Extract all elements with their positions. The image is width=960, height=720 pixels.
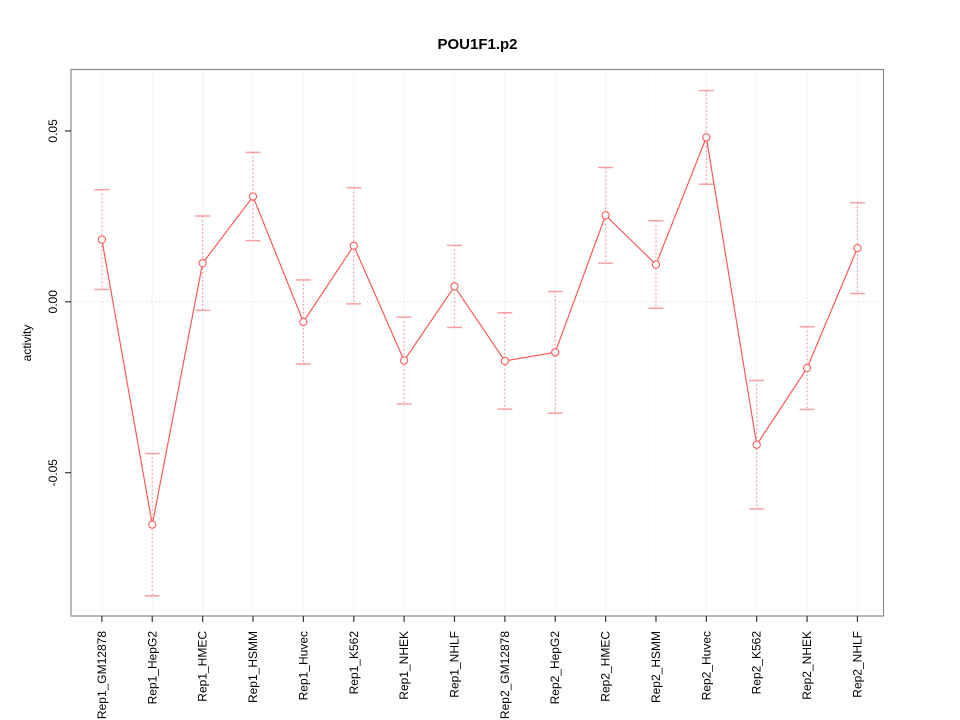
x-tick-label: Rep2_K562 (750, 631, 764, 695)
x-tick-label: Rep1_K562 (347, 631, 361, 695)
data-point-marker (651, 260, 661, 269)
x-tick-label: Rep2_Huvec (699, 631, 713, 700)
x-tick-label: Rep2_HepG2 (548, 631, 562, 705)
data-point-marker (399, 356, 409, 365)
x-tick-label: Rep2_NHEK (800, 631, 814, 700)
data-point-marker (148, 520, 157, 529)
data-point-marker (500, 356, 510, 366)
x-tick-label: Rep1_HepG2 (145, 631, 159, 705)
data-point-marker (198, 259, 207, 268)
x-tick-label: Rep1_HMEC (196, 631, 210, 702)
data-point-marker (248, 192, 258, 201)
y-tick-label: -0.05 (46, 459, 60, 487)
data-point-marker (752, 440, 761, 449)
x-tick-label: Rep1_GM12878 (95, 631, 109, 719)
x-tick-label: Rep2_HSMM (649, 631, 663, 703)
x-tick-label: Rep1_NHLF (447, 631, 461, 698)
data-point-marker (551, 348, 560, 357)
chart-title: POU1F1.p2 (437, 36, 518, 53)
y-tick-label: 0.00 (46, 290, 60, 314)
x-tick-label: Rep2_NHLF (850, 631, 864, 698)
y-tick-label: 0.05 (46, 119, 60, 143)
data-point-marker (853, 243, 862, 253)
data-point-marker (299, 317, 308, 327)
plot-border (70, 68, 885, 617)
x-tick-label: Rep1_Huvec (296, 631, 310, 700)
data-point-marker (349, 241, 358, 250)
data-point-marker (802, 363, 812, 373)
series-line (101, 135, 859, 525)
x-tick-label: Rep1_NHEK (397, 631, 411, 700)
data-point-marker (601, 211, 610, 220)
x-tick-label: Rep2_HMEC (599, 631, 613, 702)
data-point-marker (97, 235, 107, 244)
x-tick-label: Rep1_HSMM (246, 631, 260, 703)
data-point-marker (702, 133, 711, 142)
data-point-marker (450, 282, 459, 291)
x-tick-label: Rep2_GM12878 (498, 631, 512, 719)
